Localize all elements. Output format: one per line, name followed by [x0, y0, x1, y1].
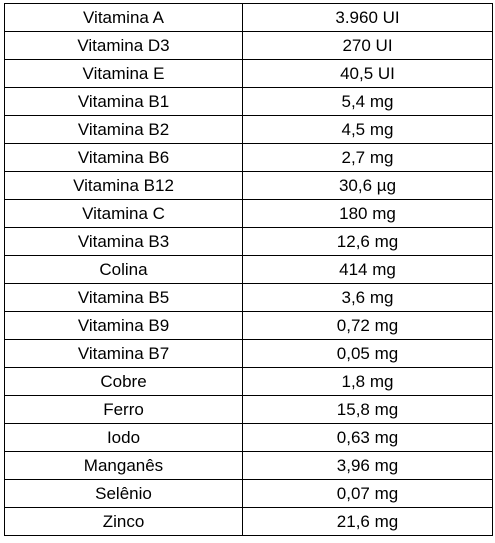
nutrient-amount-cell: 0,72 mg	[242, 311, 493, 340]
nutrient-table-body: Vitamina A 3.960 UI Vitamina D3 270 UI Vitam…	[4, 3, 493, 536]
nutrient-name-cell: Vitamina B7	[4, 339, 243, 368]
table-row: Vitamina B12 30,6 µg	[4, 171, 493, 200]
nutrient-name-cell: Iodo	[4, 423, 243, 452]
table-row: Vitamina B7 0,05 mg	[4, 339, 493, 368]
nutrient-amount-cell: 12,6 mg	[242, 227, 493, 256]
nutrient-name-cell: Zinco	[4, 507, 243, 536]
table-row: Vitamina B3 12,6 mg	[4, 227, 493, 256]
nutrient-table: Vitamina A 3.960 UI Vitamina D3 270 UI Vitam…	[4, 3, 493, 536]
nutrient-amount-cell: 0,05 mg	[242, 339, 493, 368]
table-row: Zinco 21,6 mg	[4, 507, 493, 536]
nutrient-amount-cell: 180 mg	[242, 199, 493, 228]
table-row: Vitamina B2 4,5 mg	[4, 115, 493, 144]
table-row: Vitamina D3 270 UI	[4, 31, 493, 60]
nutrient-amount-cell: 1,8 mg	[242, 367, 493, 396]
table-row: Manganês 3,96 mg	[4, 451, 493, 480]
nutrient-name-cell: Vitamina B1	[4, 87, 243, 116]
table-row: Selênio 0,07 mg	[4, 479, 493, 508]
nutrient-amount-cell: 270 UI	[242, 31, 493, 60]
nutrient-name-cell: Vitamina E	[4, 59, 243, 88]
nutrient-amount-cell: 30,6 µg	[242, 171, 493, 200]
table-row: Vitamina C 180 mg	[4, 199, 493, 228]
nutrient-name-cell: Vitamina B5	[4, 283, 243, 312]
nutrient-name-cell: Vitamina B9	[4, 311, 243, 340]
nutrient-amount-cell: 3.960 UI	[242, 3, 493, 32]
nutrient-name-cell: Vitamina C	[4, 199, 243, 228]
nutrient-amount-cell: 2,7 mg	[242, 143, 493, 172]
nutrient-amount-cell: 21,6 mg	[242, 507, 493, 536]
nutrient-amount-cell: 4,5 mg	[242, 115, 493, 144]
nutrient-name-cell: Ferro	[4, 395, 243, 424]
nutrient-name-cell: Manganês	[4, 451, 243, 480]
nutrient-amount-cell: 414 mg	[242, 255, 493, 284]
nutrient-amount-cell: 0,07 mg	[242, 479, 493, 508]
table-row: Ferro 15,8 mg	[4, 395, 493, 424]
table-row: Vitamina B5 3,6 mg	[4, 283, 493, 312]
table-row: Cobre 1,8 mg	[4, 367, 493, 396]
table-row: Vitamina E 40,5 UI	[4, 59, 493, 88]
nutrient-amount-cell: 0,63 mg	[242, 423, 493, 452]
nutrient-name-cell: Vitamina B6	[4, 143, 243, 172]
nutrient-amount-cell: 3,6 mg	[242, 283, 493, 312]
table-row: Vitamina B1 5,4 mg	[4, 87, 493, 116]
nutrient-name-cell: Vitamina D3	[4, 31, 243, 60]
nutrient-amount-cell: 15,8 mg	[242, 395, 493, 424]
table-row: Colina 414 mg	[4, 255, 493, 284]
nutrient-name-cell: Colina	[4, 255, 243, 284]
nutrient-name-cell: Vitamina A	[4, 3, 243, 32]
table-row: Vitamina B9 0,72 mg	[4, 311, 493, 340]
nutrient-name-cell: Vitamina B3	[4, 227, 243, 256]
nutrient-amount-cell: 40,5 UI	[242, 59, 493, 88]
table-row: Vitamina B6 2,7 mg	[4, 143, 493, 172]
nutrient-amount-cell: 3,96 mg	[242, 451, 493, 480]
table-row: Iodo 0,63 mg	[4, 423, 493, 452]
table-row: Vitamina A 3.960 UI	[4, 3, 493, 32]
nutrient-name-cell: Cobre	[4, 367, 243, 396]
nutrient-name-cell: Selênio	[4, 479, 243, 508]
nutrient-amount-cell: 5,4 mg	[242, 87, 493, 116]
nutrient-name-cell: Vitamina B2	[4, 115, 243, 144]
nutrient-name-cell: Vitamina B12	[4, 171, 243, 200]
